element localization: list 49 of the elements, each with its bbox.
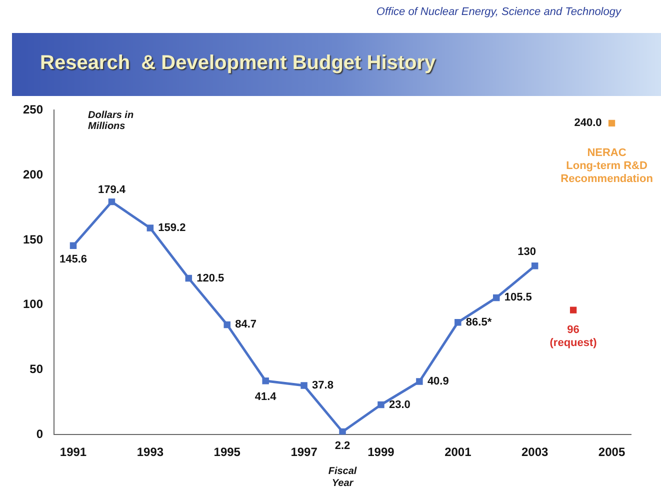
x-tick-label: 1999 <box>368 445 395 460</box>
data-label: 2.2 <box>334 440 350 452</box>
x-tick-label: 2001 <box>444 445 472 460</box>
data-label: 120.5 <box>196 272 224 284</box>
data-label: 96 (request) <box>550 324 598 350</box>
data-label: 40.9 <box>427 376 449 388</box>
y-axis-title: Dollars in Millions <box>88 110 134 132</box>
y-tick-label: 100 <box>22 297 44 312</box>
data-label: 23.0 <box>388 398 410 411</box>
y-tick-label: 0 <box>36 426 44 441</box>
y-tick-label: 50 <box>30 362 44 376</box>
point <box>608 120 616 127</box>
point <box>224 321 230 328</box>
point <box>146 224 154 232</box>
y-tick-label: 200 <box>22 167 44 182</box>
point <box>108 198 116 206</box>
x-tick-label: 1991 <box>60 445 87 460</box>
x-tick-label: 1997 <box>290 445 318 460</box>
point <box>493 294 500 302</box>
x-axis-title: Fiscal Year <box>328 466 357 489</box>
point <box>531 262 538 270</box>
data-label: 145.6 <box>59 254 88 266</box>
point <box>378 401 384 408</box>
point <box>185 274 192 282</box>
point <box>262 378 269 384</box>
data-label: 159.2 <box>158 222 186 234</box>
data-label: 130 <box>518 246 536 258</box>
point <box>454 318 462 326</box>
chart-subtitle: Office of Nuclear Energy, Science and Technology <box>376 6 621 18</box>
data-label: 37.8 <box>312 380 334 392</box>
y-tick-label: 150 <box>22 232 44 246</box>
point <box>70 242 77 250</box>
y-tick-label: 250 <box>22 102 44 117</box>
x-tick-label: 2005 <box>598 445 626 460</box>
annotation: NERAC Long-term R&D Recommendation <box>560 147 654 186</box>
data-label: 179.4 <box>98 184 126 196</box>
data-label: 86.5* <box>466 316 492 328</box>
data-label: 41.4 <box>254 390 278 403</box>
point <box>300 382 308 389</box>
data-label: 240.0 <box>574 117 602 130</box>
point <box>416 378 423 385</box>
point <box>339 428 346 435</box>
chart-title: Research & Development Budget History <box>40 52 436 75</box>
x-tick-label: 1993 <box>136 445 164 460</box>
data-label: 105.5 <box>504 292 532 304</box>
x-tick-label: 1995 <box>214 445 241 460</box>
point <box>570 306 577 314</box>
data-label: 84.7 <box>235 318 257 331</box>
x-tick-label: 2003 <box>521 445 549 460</box>
